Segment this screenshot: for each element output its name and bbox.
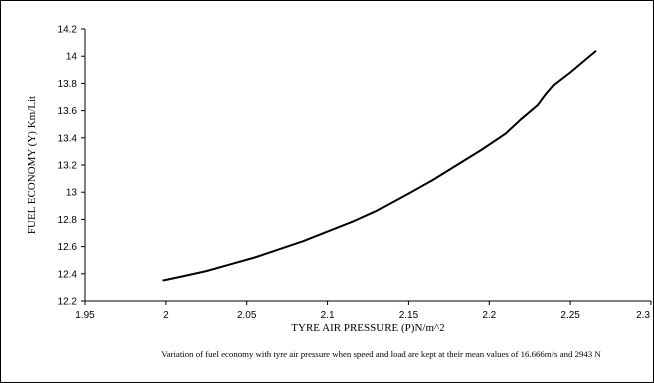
x-tick-label: 2.05 [237, 310, 257, 321]
y-tick-label: 13.2 [58, 161, 78, 172]
y-tick-label: 12.2 [58, 297, 78, 308]
x-tick-label: 1.95 [75, 310, 95, 321]
y-tick-label: 12.6 [58, 242, 78, 253]
figure-caption: Variation of fuel economy with tyre air … [161, 349, 601, 359]
x-tick-label: 2.3 [636, 310, 650, 321]
x-tick-label: 2 [163, 310, 169, 321]
y-tick-label: 13.8 [58, 79, 78, 90]
x-tick-labels: 1.95 2 2.05 2.1 2.15 2.2 2.25 2.3 [75, 301, 652, 321]
y-tick-label: 14.2 [58, 25, 78, 36]
line-chart: 12.2 12.4 12.6 12.8 13 13.2 13.4 13.6 13.8 14 14.2… [26, 25, 652, 334]
y-tick-label: 13.6 [58, 106, 78, 117]
y-axis-title: FUEL ECONOMY (Y) Km/Lit [26, 96, 38, 234]
y-tick-label: 12.8 [58, 215, 78, 226]
y-tick-label: 13 [66, 188, 78, 199]
x-tick-label: 2.25 [560, 310, 580, 321]
x-tick-label: 2.2 [482, 310, 496, 321]
y-tick-label: 12.4 [58, 269, 78, 280]
y-tick-labels: 12.2 12.4 12.6 12.8 13 13.2 13.4 13.6 13.8 14 14.2 [58, 25, 85, 308]
axes [84, 29, 651, 302]
x-tick-label: 2.1 [321, 310, 335, 321]
x-axis-title: TYRE AIR PRESSURE (P)N/m^2 [291, 322, 444, 334]
x-tick-label: 2.15 [399, 310, 419, 321]
y-tick-label: 14 [66, 52, 78, 63]
y-tick-label: 13.4 [58, 133, 78, 144]
fuel-economy-line [162, 50, 597, 282]
